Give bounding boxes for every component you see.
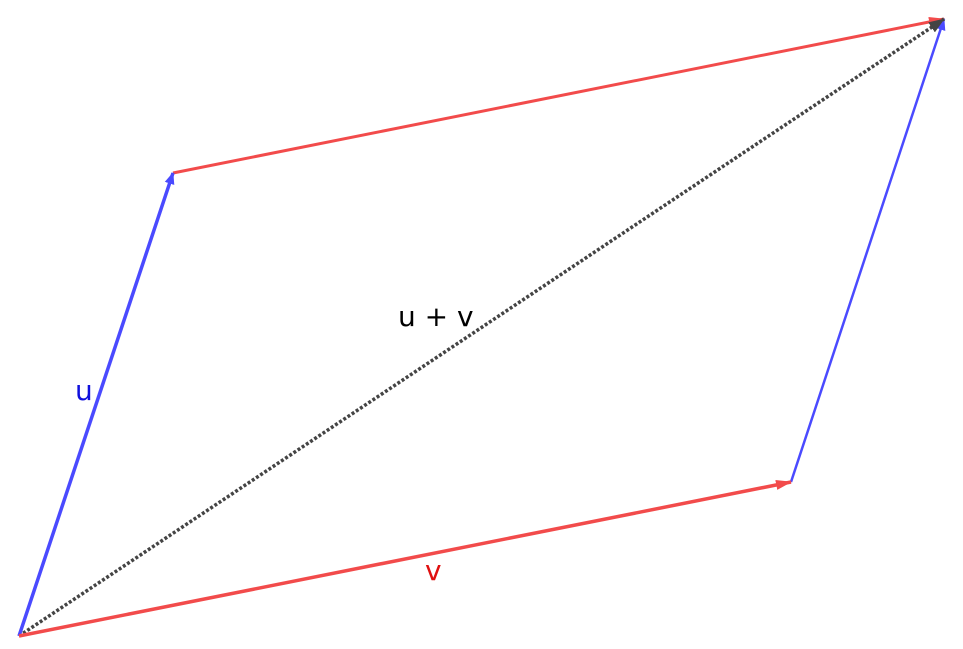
vector-u-translated — [789, 18, 946, 483]
vector-v — [18, 480, 792, 638]
vector-sum — [18, 17, 945, 638]
label-u: u — [75, 374, 93, 407]
label-sum: u + v — [398, 300, 474, 333]
label-v: v — [425, 554, 442, 587]
vector-u — [17, 172, 175, 637]
vector-v-translated — [172, 17, 945, 175]
